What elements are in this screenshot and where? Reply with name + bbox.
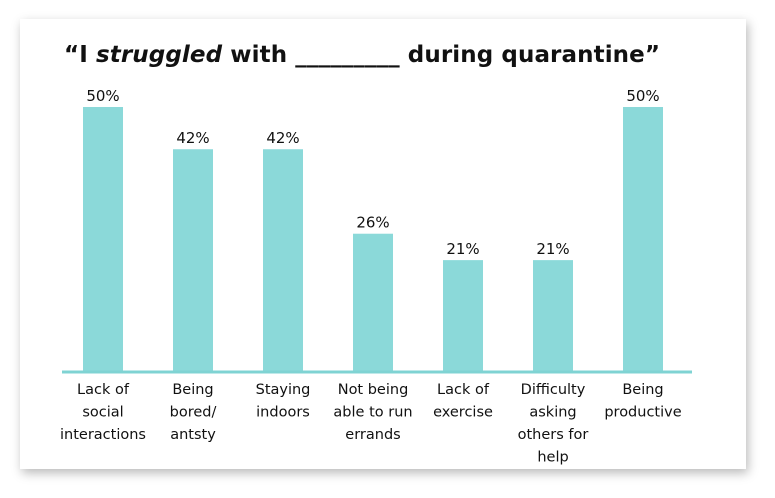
bar — [83, 107, 123, 371]
bar — [533, 260, 573, 371]
category-label: antsty — [170, 427, 216, 443]
value-label: 42% — [176, 129, 209, 147]
bar — [263, 149, 303, 371]
category-label: errands — [345, 427, 400, 443]
category-label: exercise — [433, 405, 493, 421]
category-label: Lack of — [77, 382, 130, 398]
category-label: interactions — [60, 427, 146, 443]
category-label: Not being — [338, 382, 409, 398]
title-prefix: “I — [64, 42, 96, 68]
value-label: 26% — [356, 214, 389, 232]
category-label: Being — [622, 382, 663, 398]
category-label: productive — [604, 405, 681, 421]
bar — [443, 260, 483, 371]
value-label: 21% — [536, 240, 569, 258]
category-label: others for — [518, 427, 589, 443]
chart-title: “I struggled with _________ during quara… — [64, 42, 660, 68]
bar — [623, 107, 663, 371]
category-label: able to run — [333, 405, 412, 421]
title-emphasis: struggled — [95, 42, 223, 68]
bar — [353, 233, 393, 371]
category-label: bored/ — [170, 405, 217, 421]
value-label: 50% — [86, 87, 119, 105]
category-label: asking — [529, 405, 576, 421]
category-label: indoors — [256, 405, 310, 421]
category-label: Being — [172, 382, 213, 398]
category-label: social — [82, 405, 123, 421]
category-label: help — [537, 450, 568, 466]
category-label: Staying — [256, 382, 311, 398]
value-label: 21% — [446, 240, 479, 258]
value-label: 50% — [626, 87, 659, 105]
category-label: Difficulty — [521, 382, 586, 398]
category-label: Lack of — [437, 382, 490, 398]
title-suffix: with _________ during quarantine” — [222, 42, 661, 68]
value-label: 42% — [266, 129, 299, 147]
bar — [173, 149, 213, 371]
